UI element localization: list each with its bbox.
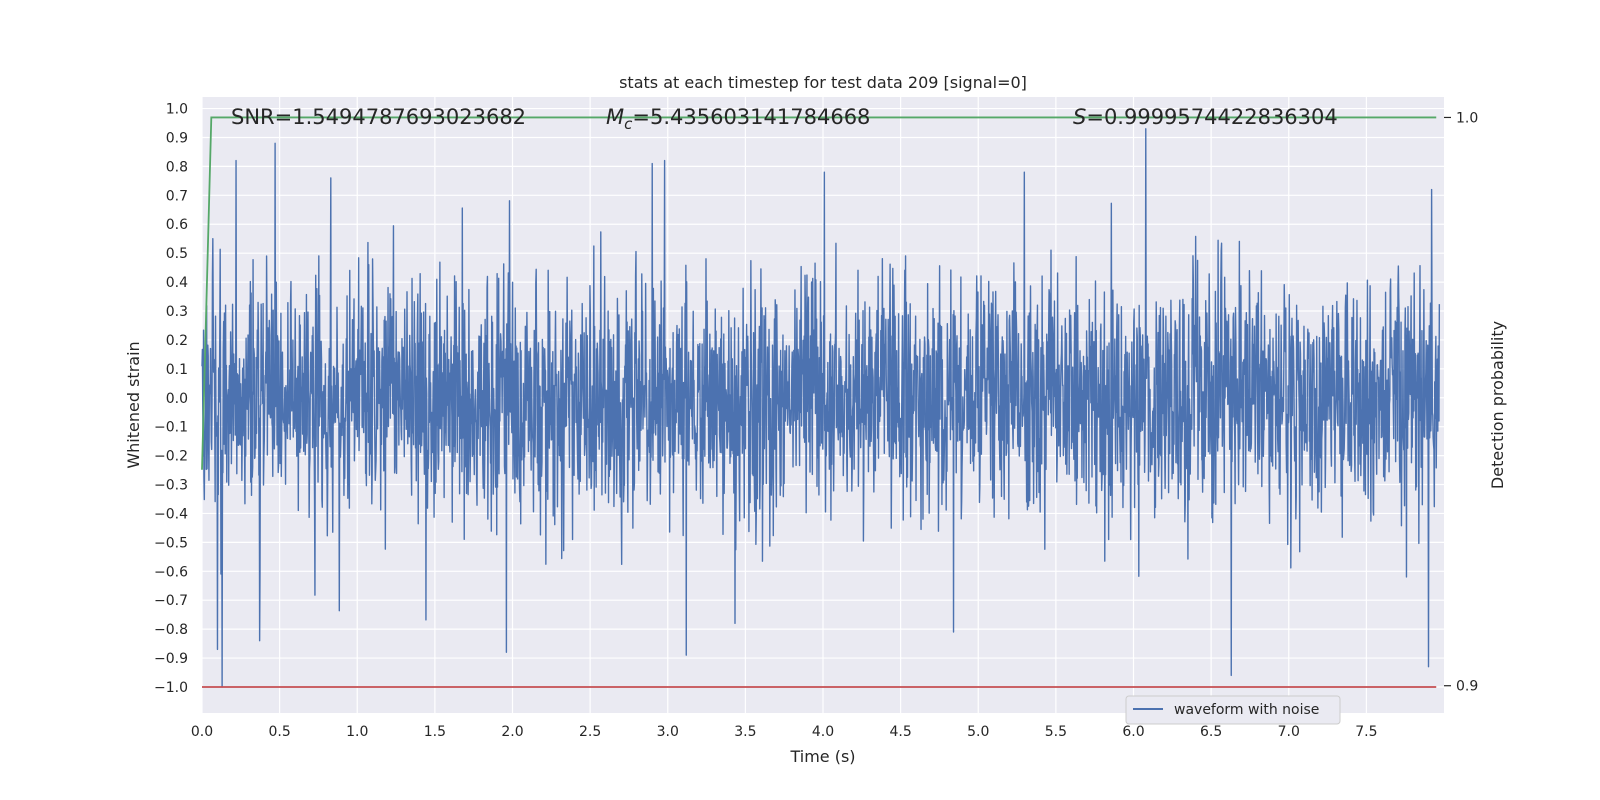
x-tick-label: 0.0: [191, 724, 213, 740]
y-tick-label: −0.5: [154, 535, 188, 551]
y-tick-label: 0.0: [166, 391, 188, 407]
y-tick-label: −0.2: [154, 449, 188, 465]
y-tick-label: 1.0: [166, 102, 188, 118]
y-tick-label: 0.4: [166, 275, 188, 291]
y-axis-label: Whitened strain: [124, 341, 143, 468]
y2-tick-label: 1.0: [1456, 110, 1478, 126]
x-tick-label: 2.5: [579, 724, 601, 740]
mc-value: =5.435603141784668: [632, 105, 870, 129]
x-tick-label: 4.0: [812, 724, 834, 740]
y-tick-label: −0.8: [154, 622, 188, 638]
probability-line: [201, 116, 1437, 470]
x-tick-labels: 0.0 0.5 1.0 1.5 2.0 2.5 3.0 3.5 4.0 4.5 5.0 5.5 6.0 6…: [191, 724, 1378, 740]
y-tick-labels: 1.0 0.9 0.8 0.7 0.6 0.5 0.4 0.3 0.2 0.1 0.0 −0.1 −0.…: [154, 102, 188, 696]
s-value: =0.9999574422836304: [1086, 105, 1337, 129]
y-tick-label: 0.3: [166, 304, 188, 320]
chart-title: stats at each timestep for test data 209…: [619, 73, 1027, 92]
x-tick-label: 6.0: [1122, 724, 1144, 740]
x-tick-label: 4.5: [889, 724, 911, 740]
y2-tick-label: 0.9: [1456, 679, 1478, 695]
mc-annotation: Mc=5.435603141784668: [606, 105, 870, 133]
y-tick-label: 0.9: [166, 130, 188, 146]
x-tick-label: 7.0: [1278, 724, 1300, 740]
s-symbol: S: [1073, 105, 1086, 129]
x-tick-label: 1.0: [346, 724, 368, 740]
x-tick-label: 6.5: [1200, 724, 1222, 740]
y-tick-label: 0.8: [166, 159, 188, 175]
y-tick-label: 0.1: [166, 362, 188, 378]
x-tick-label: 5.5: [1045, 724, 1067, 740]
y-tick-label: 0.5: [166, 246, 188, 262]
x-tick-label: 3.5: [734, 724, 756, 740]
legend-label: waveform with noise: [1174, 702, 1319, 718]
x-tick-label: 2.0: [501, 724, 523, 740]
waveform-line: [201, 128, 1441, 688]
y-tick-label: 0.7: [166, 188, 188, 204]
y-tick-label: −0.6: [154, 564, 188, 580]
y-tick-label: −0.9: [154, 651, 188, 667]
x-tick-label: 0.5: [268, 724, 290, 740]
y-tick-label: −0.4: [154, 506, 188, 522]
snr-annotation: SNR=1.5494787693023682: [231, 105, 526, 129]
y-tick-label: 0.2: [166, 333, 188, 349]
y2-tick-labels: 1.0 0.9: [1444, 110, 1478, 695]
x-tick-label: 5.0: [967, 724, 989, 740]
y-tick-label: −0.7: [154, 593, 188, 609]
y-tick-label: −0.1: [154, 420, 188, 436]
waveform-series: [201, 128, 1441, 688]
x-tick-label: 3.0: [657, 724, 679, 740]
x-axis-label: Time (s): [789, 747, 855, 766]
y-tick-label: −1.0: [154, 680, 188, 696]
probability-series: [201, 116, 1437, 470]
y2-axis-label: Detection probability: [1488, 321, 1507, 489]
y-tick-label: −0.3: [154, 478, 188, 494]
s-annotation: S=0.9999574422836304: [1073, 105, 1338, 129]
legend-box: [1125, 695, 1341, 725]
x-tick-label: 7.5: [1355, 724, 1377, 740]
legend: waveform with noise: [1125, 695, 1341, 725]
x-tick-label: 1.5: [424, 724, 446, 740]
mc-symbol: M: [606, 105, 624, 129]
y-tick-label: 0.6: [166, 217, 188, 233]
mc-subscript: c: [624, 115, 633, 133]
